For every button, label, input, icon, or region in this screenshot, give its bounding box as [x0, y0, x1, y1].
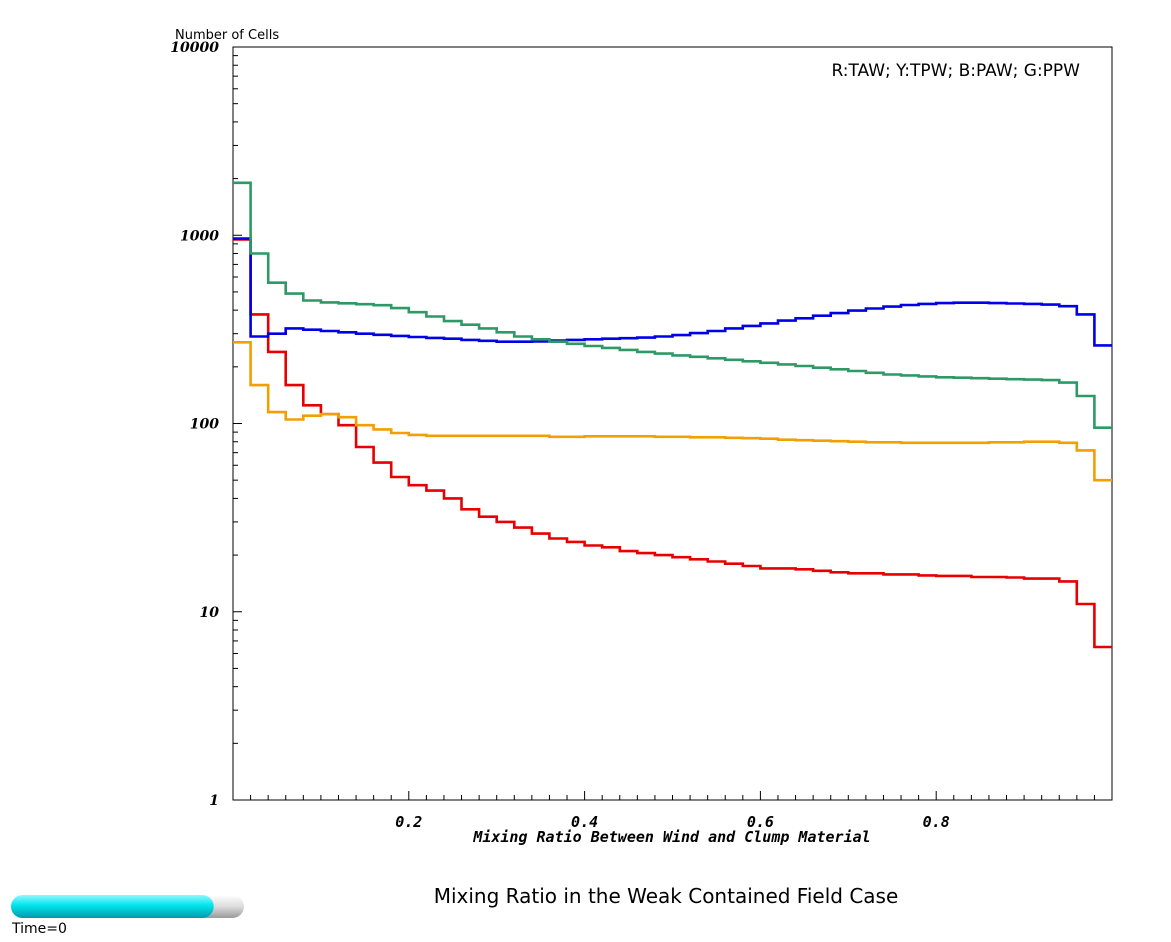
y-minor-ticks	[233, 55, 238, 744]
chart-title: Mixing Ratio in the Weak Contained Field…	[434, 884, 899, 908]
y-tick-label: 1000	[180, 228, 219, 244]
time-slider-fill	[11, 895, 214, 918]
y-tick-label: 10	[200, 605, 220, 621]
y-tick-label: 100	[190, 417, 219, 433]
x-axis-label: Mixing Ratio Between Wind and Clump Mate…	[472, 828, 870, 846]
legend-text: R:TAW; Y:TPW; B:PAW; G:PPW	[831, 61, 1080, 81]
time-slider[interactable]	[11, 895, 244, 918]
series-line-3	[233, 181, 1112, 429]
series-layer	[233, 181, 1112, 649]
y-tick-label: 10000	[170, 40, 219, 56]
series-line-1	[233, 341, 1112, 482]
x-tick-label: 0.6	[747, 813, 774, 831]
y-ticks: 1 10 100 1000 10000	[170, 40, 242, 809]
y-axis-label: Number of Cells	[175, 28, 279, 43]
series-line-0	[233, 238, 1112, 649]
time-label: Time=0	[11, 921, 67, 937]
x-ticks: 0.2 0.4 0.6 0.8	[250, 791, 1095, 831]
x-tick-label: 0.2	[395, 813, 422, 831]
x-tick-label: 0.4	[571, 813, 598, 831]
x-tick-label: 0.8	[923, 813, 950, 831]
y-tick-label: 1	[209, 793, 219, 809]
plot-frame	[232, 46, 1113, 801]
series-line-2	[233, 237, 1112, 347]
